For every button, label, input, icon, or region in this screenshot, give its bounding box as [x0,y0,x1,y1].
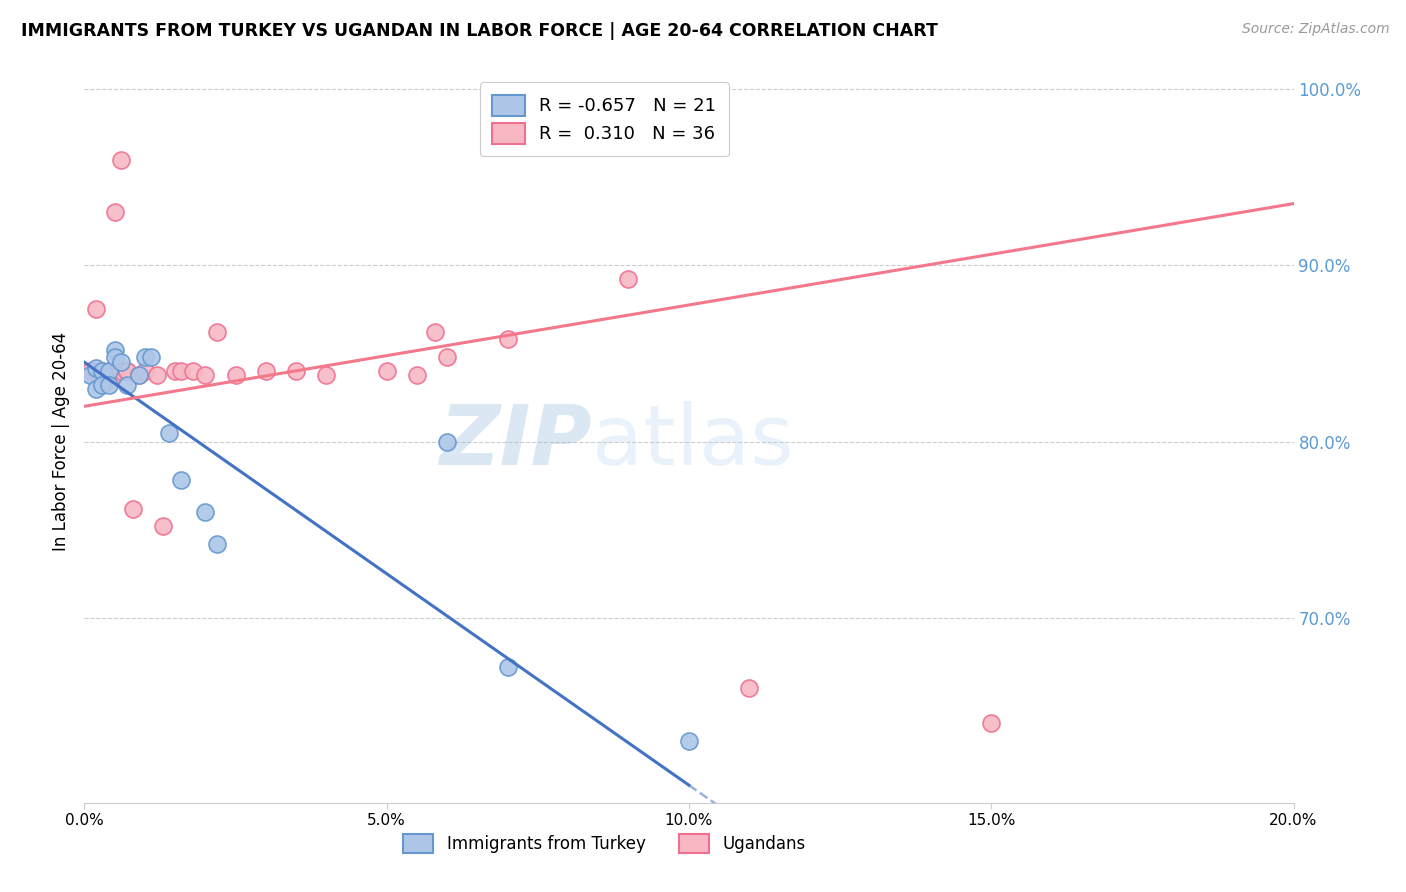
Point [315,368,337,382]
Point [375,364,398,378]
Point [115,364,138,378]
Point [86,302,108,317]
Point [207,537,229,551]
Point [104,368,127,382]
Y-axis label: In Labor Force | Age 20-64: In Labor Force | Age 20-64 [52,332,70,551]
Point [79,368,101,382]
Point [86,360,108,375]
Point [678,734,700,748]
Point [207,326,229,340]
Point [91,368,114,382]
Point [194,368,217,382]
Point [97,364,120,378]
Point [139,350,162,364]
Point [91,364,114,378]
Point [110,153,132,167]
Point [128,368,150,382]
Point [128,368,150,382]
Point [152,519,174,533]
Text: IMMIGRANTS FROM TURKEY VS UGANDAN IN LABOR FORCE | AGE 20-64 CORRELATION CHART: IMMIGRANTS FROM TURKEY VS UGANDAN IN LAB… [21,22,938,40]
Text: ZIP: ZIP [440,401,592,482]
Point [436,350,458,364]
Point [79,364,101,378]
Point [91,364,114,378]
Point [285,364,308,378]
Point [91,378,114,392]
Point [225,368,247,382]
Point [110,364,132,378]
Point [115,378,138,392]
Point [980,716,1002,731]
Point [181,364,204,378]
Point [91,378,114,392]
Point [146,368,169,382]
Text: atlas: atlas [592,401,794,482]
Point [97,364,120,378]
Point [157,425,180,440]
Point [496,332,519,346]
Point [115,364,138,378]
Legend: Immigrants from Turkey, Ugandans: Immigrants from Turkey, Ugandans [396,827,813,860]
Point [86,364,108,378]
Point [436,434,458,449]
Point [86,382,108,396]
Point [97,378,120,392]
Point [496,660,519,674]
Point [170,364,193,378]
Point [406,368,429,382]
Point [170,473,193,487]
Point [134,350,156,364]
Point [121,501,143,516]
Point [134,364,156,378]
Point [97,373,120,387]
Point [165,364,187,378]
Point [738,681,761,696]
Point [110,355,132,369]
Text: Source: ZipAtlas.com: Source: ZipAtlas.com [1241,22,1389,37]
Point [104,350,127,364]
Point [254,364,277,378]
Point [104,205,127,219]
Point [194,505,217,519]
Point [617,272,640,286]
Point [423,326,446,340]
Point [104,343,127,357]
